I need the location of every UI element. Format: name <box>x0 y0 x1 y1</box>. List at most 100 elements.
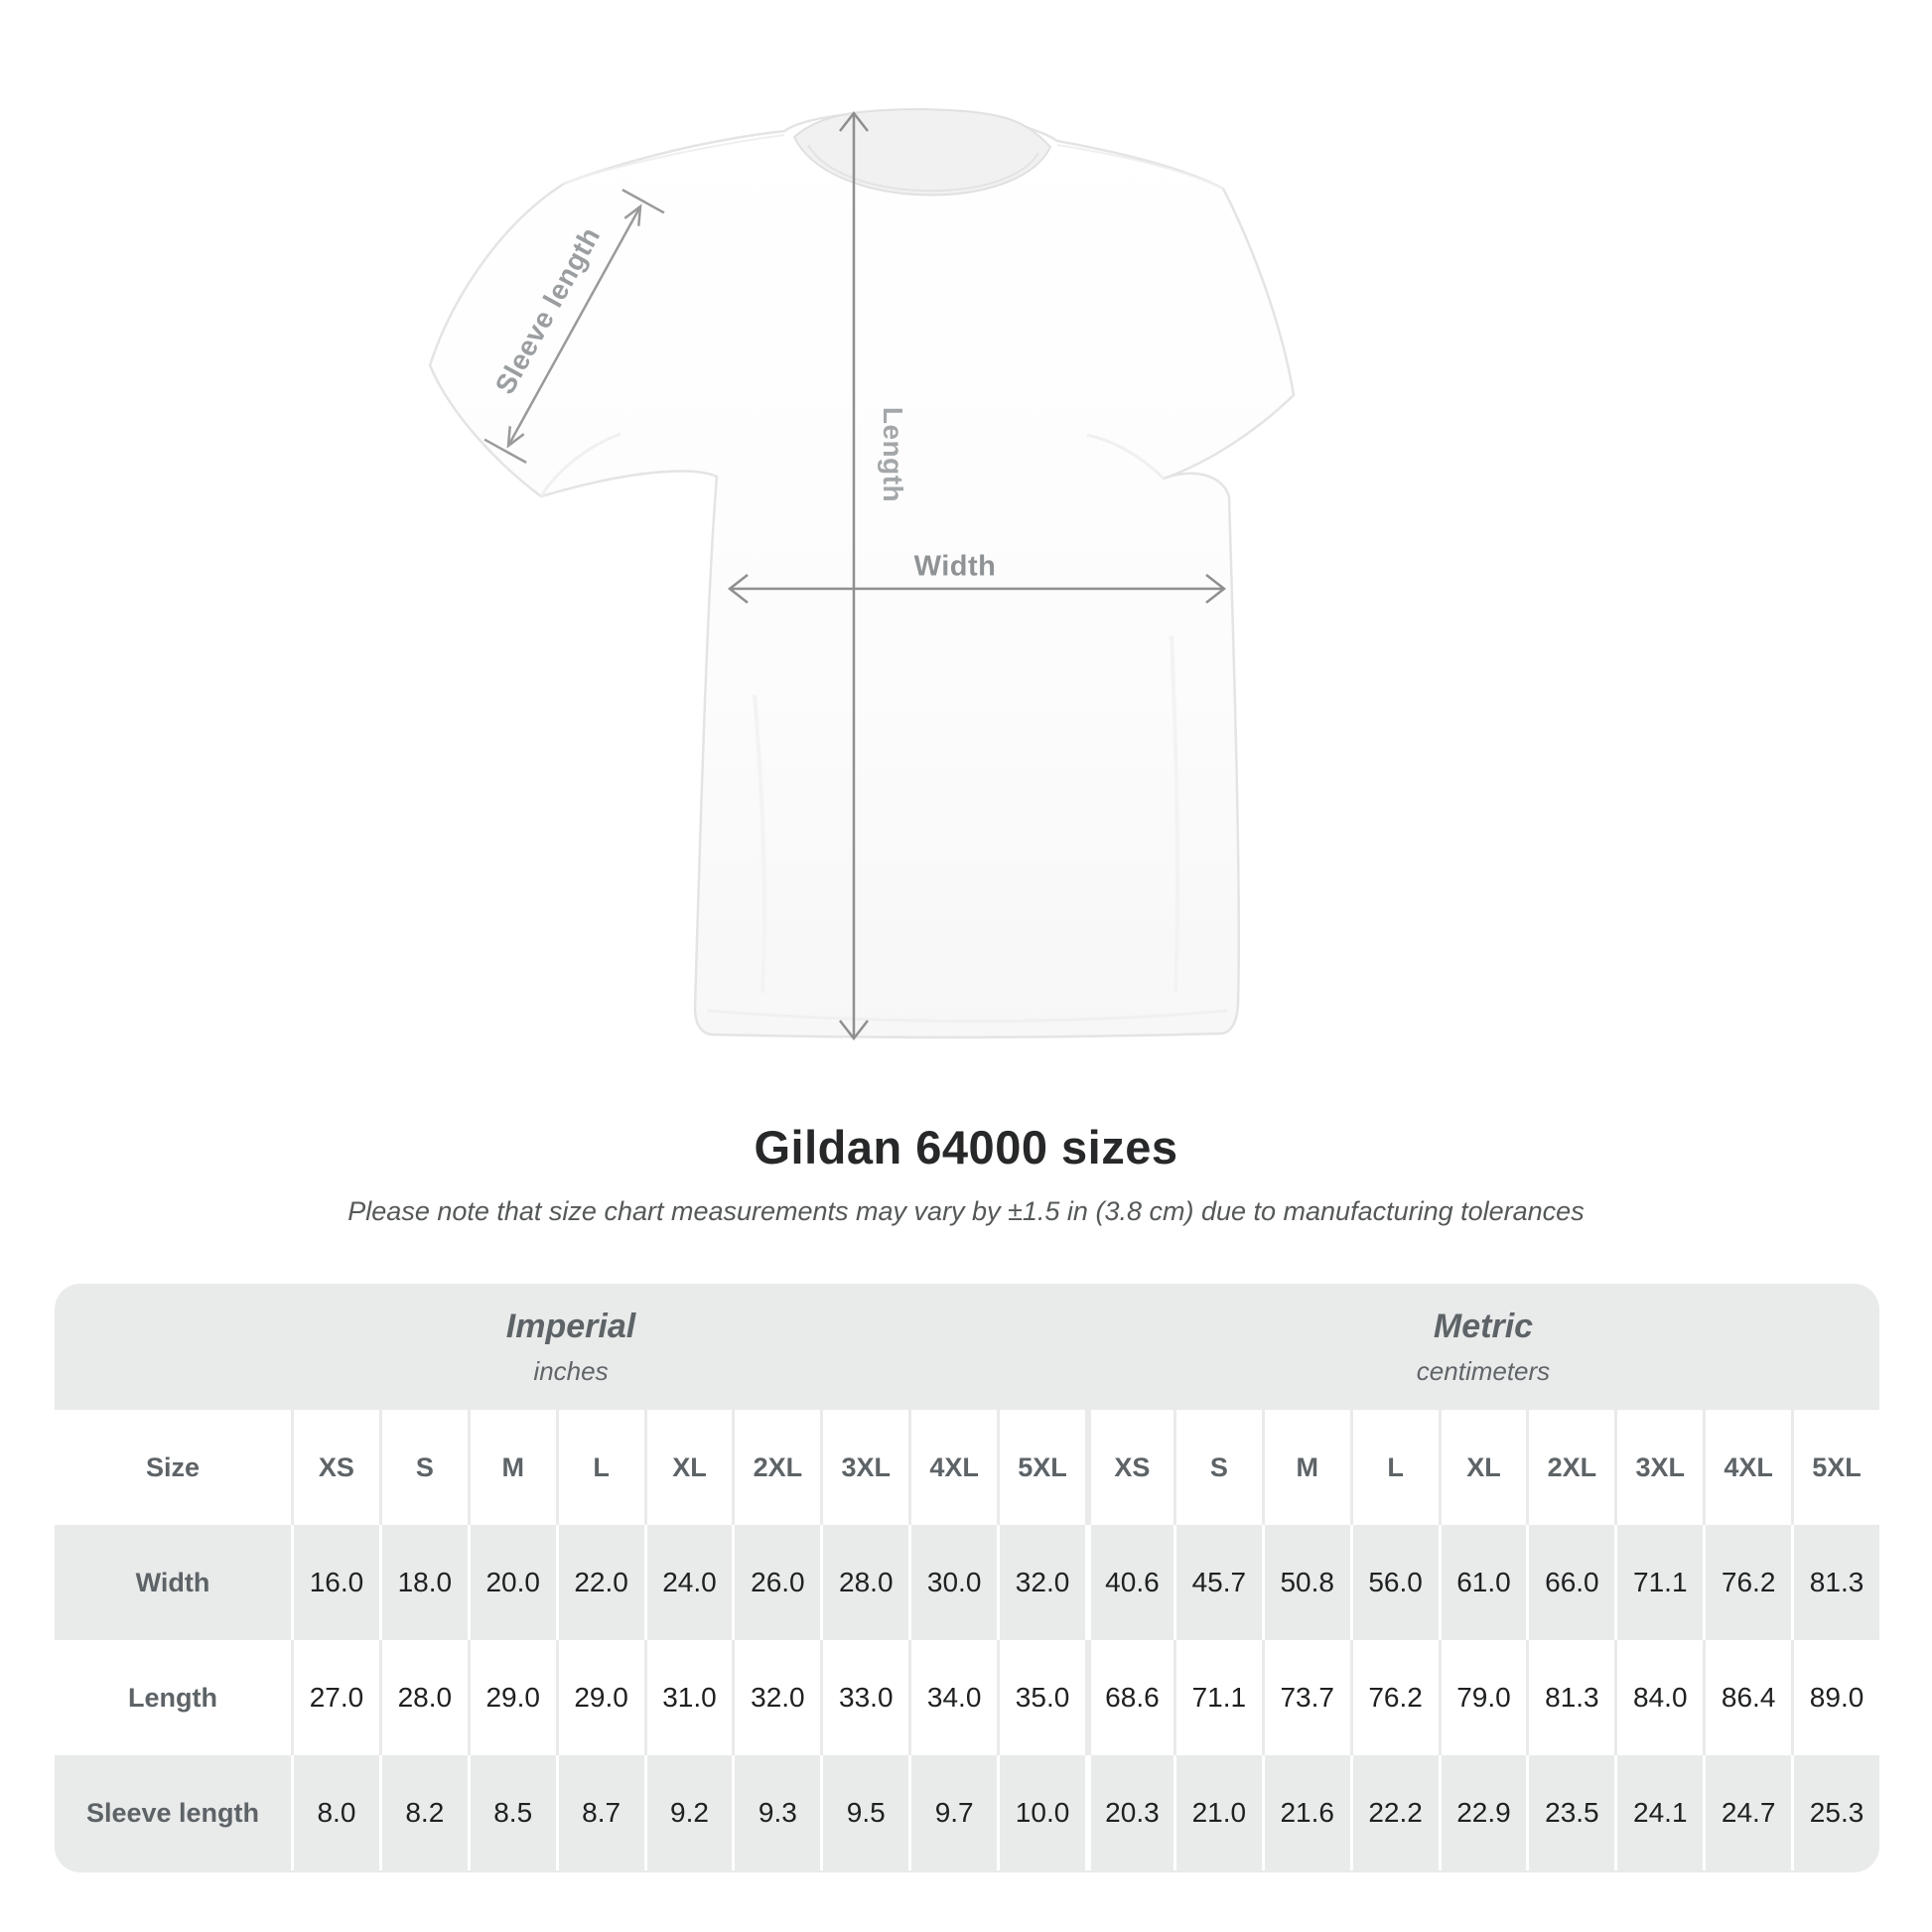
sleeve-length-imperial-value: 9.3 <box>732 1755 820 1870</box>
size-header-metric-s: S <box>1173 1410 1262 1525</box>
length-metric-value: 81.3 <box>1526 1640 1615 1755</box>
length-metric-value: 73.7 <box>1261 1640 1350 1755</box>
sleeve-length-metric-value: 20.3 <box>1084 1755 1173 1870</box>
size-table-grid: Size XS S M L XL 2XL 3XL 4XL 5XL XS S M L XL 2XL 3XL 4XL 5… <box>55 1410 1879 1870</box>
tshirt-body <box>428 110 1296 1039</box>
unit-group-titles: Imperial inches Metric centimeters <box>55 1284 1879 1410</box>
length-metric-value: 76.2 <box>1349 1640 1439 1755</box>
width-metric-value: 45.7 <box>1173 1525 1262 1640</box>
sleeve-length-imperial-value: 8.7 <box>555 1755 644 1870</box>
width-imperial-value: 26.0 <box>732 1525 820 1640</box>
sleeve-length-metric-value: 23.5 <box>1526 1755 1614 1870</box>
length-arrow <box>839 110 869 1041</box>
tshirt-diagram: Sleeve length Length Width <box>428 107 1296 1041</box>
tshirt-illustration <box>428 107 1296 1041</box>
fold-line <box>539 432 621 497</box>
size-header-imperial-5xl: 5XL <box>997 1410 1085 1525</box>
size-header-metric-2xl: 2XL <box>1526 1410 1615 1525</box>
length-imperial-value: 27.0 <box>291 1640 379 1755</box>
width-imperial-value: 16.0 <box>291 1525 379 1640</box>
imperial-title: Imperial <box>505 1307 636 1345</box>
sleeve-length-metric-value: 24.1 <box>1614 1755 1703 1870</box>
sleeve-length-metric-value: 22.2 <box>1349 1755 1439 1870</box>
sleeve-length-metric-value: 24.7 <box>1703 1755 1791 1870</box>
length-metric-value: 68.6 <box>1084 1640 1173 1755</box>
corner-size-label: Size <box>55 1410 291 1525</box>
width-imperial-value: 18.0 <box>378 1525 468 1640</box>
length-imperial-value: 31.0 <box>643 1640 733 1755</box>
width-imperial-value: 30.0 <box>908 1525 997 1640</box>
length-metric-value: 71.1 <box>1173 1640 1262 1755</box>
page-title: Gildan 64000 sizes <box>754 1121 1178 1173</box>
row-label-sleeve-length: Sleeve length <box>85 1797 260 1828</box>
width-imperial-value: 28.0 <box>820 1525 908 1640</box>
size-header-imperial-xl: XL <box>643 1410 733 1525</box>
fold-line <box>753 694 766 994</box>
metric-unit: centimeters <box>1416 1355 1551 1386</box>
sleeve-length-imperial-value: 9.7 <box>908 1755 997 1870</box>
tolerance-note: Please note that size chart measurements… <box>347 1196 1585 1226</box>
length-metric-value: 89.0 <box>1791 1640 1879 1755</box>
size-table-panel: Imperial inches Metric centimeters Size X… <box>55 1284 1879 1872</box>
width-metric-value: 66.0 <box>1526 1525 1614 1640</box>
size-header-metric-5xl: 5XL <box>1791 1410 1879 1525</box>
sleeve-length-imperial-value: 8.0 <box>291 1755 379 1870</box>
length-imperial-value: 33.0 <box>820 1640 909 1755</box>
sleeve-length-imperial-value: 10.0 <box>997 1755 1085 1870</box>
width-metric-value: 40.6 <box>1084 1525 1173 1640</box>
length-metric-value: 86.4 <box>1703 1640 1792 1755</box>
size-header-metric-l: L <box>1349 1410 1439 1525</box>
length-imperial-value: 29.0 <box>555 1640 644 1755</box>
width-metric-value: 61.0 <box>1438 1525 1527 1640</box>
width-imperial-value: 22.0 <box>555 1525 644 1640</box>
shoulder-seam-right <box>1056 144 1224 190</box>
sleeve-length-metric-value: 21.0 <box>1173 1755 1262 1870</box>
sleeve-length-imperial-value: 9.2 <box>643 1755 733 1870</box>
length-imperial-value: 35.0 <box>997 1640 1085 1755</box>
metric-group-header: Metric centimeters <box>1087 1284 1879 1410</box>
row-label-width: Width <box>135 1567 210 1597</box>
size-header-metric-3xl: 3XL <box>1614 1410 1704 1525</box>
width-metric-value: 50.8 <box>1261 1525 1350 1640</box>
tshirt-collar-rib <box>807 144 1039 192</box>
fold-line <box>1170 634 1180 994</box>
sleeve-length-metric-value: 22.9 <box>1438 1755 1527 1870</box>
sleeve-length-imperial-value: 8.5 <box>467 1755 556 1870</box>
size-header-metric-4xl: 4XL <box>1703 1410 1792 1525</box>
size-header-imperial-xs: XS <box>291 1410 379 1525</box>
size-header-imperial-2xl: 2XL <box>732 1410 821 1525</box>
row-label-length: Length <box>55 1640 291 1755</box>
length-imperial-value: 29.0 <box>467 1640 556 1755</box>
hem-seam <box>706 1009 1228 1023</box>
size-header-imperial-3xl: 3XL <box>820 1410 909 1525</box>
width-metric-value: 71.1 <box>1614 1525 1703 1640</box>
length-imperial-value: 34.0 <box>908 1640 998 1755</box>
length-metric-value: 79.0 <box>1438 1640 1527 1755</box>
width-label: Width <box>913 550 997 583</box>
length-metric-value: 84.0 <box>1614 1640 1704 1755</box>
length-imperial-value: 28.0 <box>378 1640 468 1755</box>
width-imperial-value: 20.0 <box>467 1525 556 1640</box>
length-label: Length <box>878 406 908 503</box>
size-header-imperial-s: S <box>378 1410 468 1525</box>
size-header-imperial-l: L <box>555 1410 644 1525</box>
imperial-unit: inches <box>533 1355 609 1386</box>
shoulder-seam-left <box>563 134 785 185</box>
width-metric-value: 56.0 <box>1349 1525 1439 1640</box>
title-block: Gildan 64000 sizes Please note that size… <box>0 1120 1932 1227</box>
width-metric-value: 81.3 <box>1791 1525 1879 1640</box>
length-imperial-value: 32.0 <box>732 1640 821 1755</box>
width-metric-value: 76.2 <box>1703 1525 1791 1640</box>
size-header-metric-m: M <box>1261 1410 1350 1525</box>
size-header-imperial-m: M <box>467 1410 556 1525</box>
sleeve-length-metric-value: 21.6 <box>1261 1755 1350 1870</box>
size-header-metric-xl: XL <box>1438 1410 1527 1525</box>
size-header-metric-xs: XS <box>1084 1410 1173 1525</box>
width-arrow <box>727 574 1227 604</box>
imperial-group-header: Imperial inches <box>55 1284 1087 1410</box>
width-imperial-value: 32.0 <box>997 1525 1085 1640</box>
width-imperial-value: 24.0 <box>643 1525 733 1640</box>
fold-line <box>1086 433 1166 481</box>
sleeve-length-imperial-value: 8.2 <box>378 1755 468 1870</box>
